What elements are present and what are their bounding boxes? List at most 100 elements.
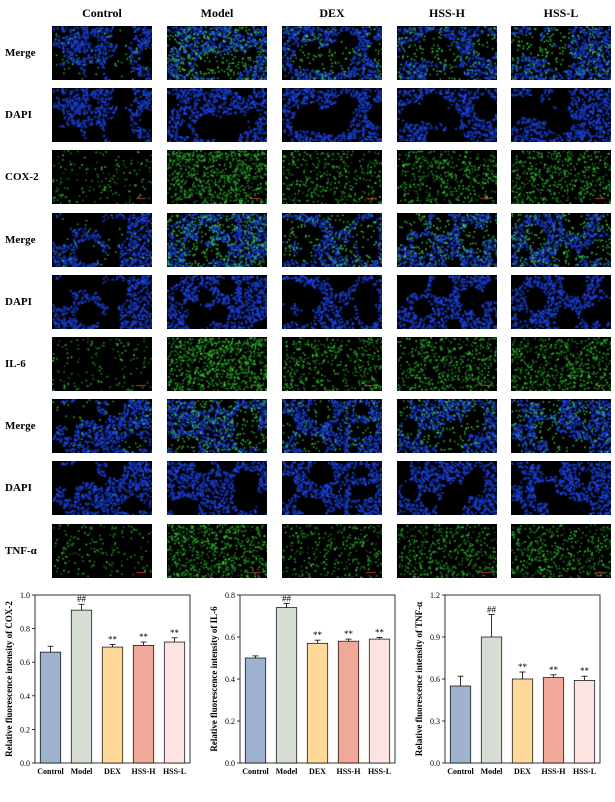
y-tick-label: 0.8 [20,625,30,634]
bar-dex [306,642,329,764]
micrograph-merge-control [52,26,152,80]
column-header-model: Model [200,6,234,20]
micrograph-marker-dex [282,523,382,578]
significance-mark: ## [282,593,292,603]
column-header-dex: DEX [319,6,345,20]
micrograph-dapi-hss-h [397,461,497,516]
micrograph-merge-hss-h [397,212,497,267]
chart-2: Relative fluorescence intensity of IL-6 0… [205,585,410,802]
micrograph-merge-control [52,399,152,454]
category-label: HSS-H [131,767,156,776]
micrograph-marker-hss-h [397,523,497,578]
category-label: HSS-L [163,767,186,776]
micrograph-marker-model [167,150,267,205]
micrograph-marker-hss-h [397,337,497,391]
y-tick-label: 1.0 [20,591,30,600]
micrograph-marker-model [167,523,267,578]
row-label-1: Merge [5,47,36,59]
bar-control [449,685,472,764]
column-header-hss-l: HSS-L [543,6,579,20]
micrograph-merge-model [167,399,267,454]
chart-svg-2: Relative fluorescence intensity of IL-6 0… [209,591,396,776]
category-label: Model [481,767,504,776]
micrograph-dapi-model [167,274,267,329]
micrograph-dapi-hss-l [511,461,611,516]
chart-svg-3: Relative fluorescence intensity of TNF-α… [414,591,601,776]
y-tick-label: 0.4 [20,692,30,701]
micrograph-merge-model [167,26,267,80]
micrograph-dapi-control [52,88,152,143]
row-label-4: Merge [5,233,36,246]
bar-control [244,657,267,764]
y-tick-label: 0.8 [225,591,235,600]
significance-mark: ** [549,665,559,675]
category-label: DEX [309,767,326,776]
micrograph-marker-hss-l [511,150,611,205]
category-label: DEX [514,767,531,776]
column-header-control: Control [82,6,122,20]
bar-dex [511,678,534,764]
micrograph-merge-dex [282,212,382,267]
bar-hss-l [368,638,391,764]
y-tick-label: 0.2 [225,717,235,726]
y-tick-label: 0.3 [430,717,440,726]
bar-hss-h [132,645,155,764]
y-tick-label: 0.4 [225,675,235,684]
micrograph-merge-hss-l [511,26,611,80]
micrograph-marker-hss-h [397,150,497,205]
micrograph-marker-hss-l [511,337,611,391]
y-tick-label: 0.0 [20,759,30,768]
category-label: DEX [104,767,121,776]
micrograph-merge-dex [282,26,382,80]
chart-3: Relative fluorescence intensity of TNF-α… [410,585,615,802]
micrograph-dapi-control [52,461,152,516]
row-label-5: DAPI [5,295,32,308]
micrograph-dapi-hss-h [397,274,497,329]
micrograph-merge-hss-l [511,212,611,267]
y-tick-label: 0.0 [225,759,235,768]
category-label: HSS-H [541,767,566,776]
row-label-3: COX-2 [5,171,39,184]
significance-mark: ** [313,630,323,640]
micrograph-merge-model [167,212,267,267]
significance-mark: ** [580,666,590,676]
bar-hss-l [163,641,186,764]
row-label-8: DAPI [5,482,32,495]
chart-1: Relative fluorescence intensity of COX-2… [0,585,205,802]
significance-mark: ## [77,594,87,604]
column-header-hss-h: HSS-H [428,6,465,20]
bar-hss-h [542,677,565,764]
micrograph-dapi-model [167,88,267,143]
micrograph-dapi-control [52,274,152,329]
category-label: HSS-L [368,767,391,776]
bar-model [275,607,298,764]
significance-mark: ** [108,635,118,645]
micrograph-dapi-dex [282,88,382,143]
row-label-6: IL-6 [5,358,26,370]
significance-mark: ** [375,627,385,637]
category-label: Control [37,767,64,776]
significance-mark: ** [170,628,180,638]
significance-mark: ** [518,662,528,672]
row-label-2: DAPI [5,109,32,122]
micrograph-merge-control [52,212,152,267]
micrograph-marker-control [52,337,152,391]
category-label: HSS-L [573,767,596,776]
category-label: Control [242,767,269,776]
bar-model [480,636,503,764]
category-label: Model [276,767,299,776]
y-axis-label: Relative fluorescence intensity of IL-6 [209,606,219,752]
micrograph-marker-hss-l [511,523,611,578]
y-tick-label: 0.0 [430,759,440,768]
micrograph-dapi-hss-l [511,88,611,143]
bar-hss-h [337,640,360,764]
micrograph-dapi-hss-l [511,274,611,329]
significance-mark: ** [344,629,354,639]
micrograph-dapi-dex [282,461,382,516]
y-tick-label: 0.9 [430,633,440,642]
chart-svg-1: Relative fluorescence intensity of COX-2… [4,591,191,776]
category-label: Model [71,767,94,776]
y-tick-label: 1.2 [430,591,440,600]
micrograph-dapi-dex [282,274,382,329]
y-tick-label: 0.6 [430,675,440,684]
